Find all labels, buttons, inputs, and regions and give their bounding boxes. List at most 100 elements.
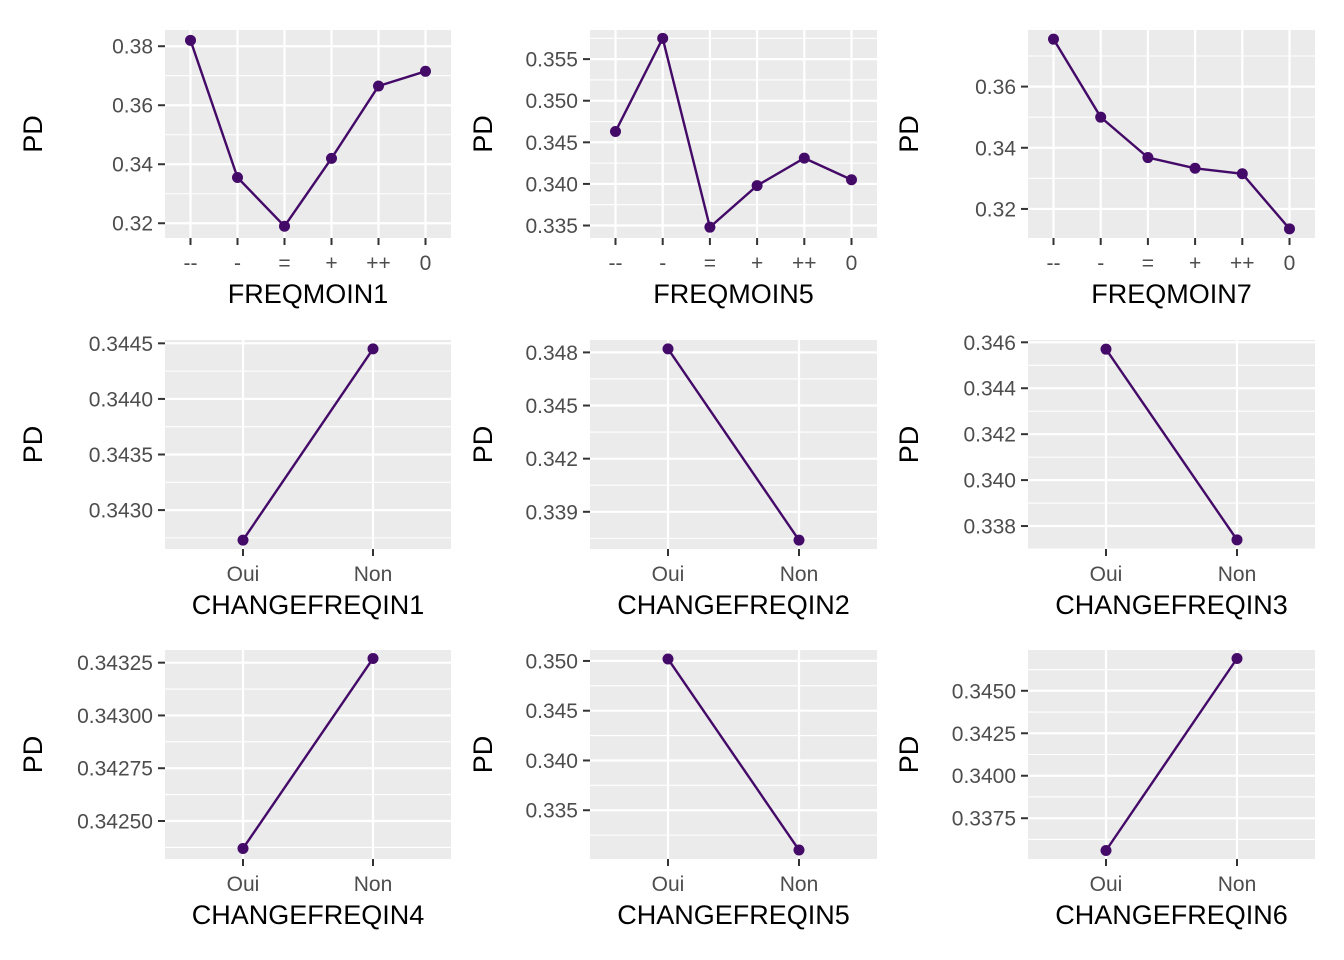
y-tick-label: 0.3430 (89, 500, 153, 523)
data-point (662, 343, 674, 355)
data-point (846, 174, 857, 186)
x-tick-label: Non (780, 873, 819, 896)
y-tick-label: 0.350 (525, 650, 578, 673)
y-tick-label: 0.3450 (952, 680, 1016, 703)
y-axis-title: PD (894, 426, 924, 464)
y-tick-label: 0.38 (112, 36, 153, 59)
x-tick-label: Oui (652, 873, 685, 896)
y-tick-label: 0.344 (963, 378, 1016, 401)
y-tick-label: 0.34325 (77, 652, 153, 675)
y-axis-title: PD (18, 115, 48, 153)
data-point (1142, 152, 1154, 164)
data-point (237, 842, 249, 854)
y-tick-label: 0.346 (963, 332, 1016, 355)
x-tick-label: + (1189, 252, 1201, 275)
x-axis-title: FREQMOIN1 (228, 279, 389, 309)
x-tick-label: Non (1218, 873, 1257, 896)
x-axis-title: FREQMOIN7 (1091, 279, 1252, 309)
panel-7: 0.34250 0.34275 0.34300 0.34325 Oui Non CHANGE… (18, 650, 451, 930)
y-tick-label: 0.342 (963, 424, 1016, 447)
data-point (1095, 111, 1107, 123)
series-line (1105, 657, 1238, 852)
y-axis-title: PD (894, 736, 924, 774)
data-point (232, 172, 243, 184)
data-point (367, 343, 379, 355)
x-axis-title: CHANGEFREQIN6 (1055, 900, 1288, 930)
data-point (704, 221, 716, 233)
data-point (1231, 534, 1243, 546)
x-tick-label: Oui (1090, 563, 1123, 586)
x-tick-label: + (325, 252, 337, 275)
x-axis-title: CHANGEFREQIN4 (192, 900, 425, 930)
data-point (279, 220, 290, 232)
y-tick-label: 0.3440 (89, 388, 153, 411)
x-axis-title: CHANGEFREQIN1 (192, 590, 425, 620)
x-tick-label: 0 (1284, 252, 1296, 275)
series-line (667, 658, 800, 851)
data-point (793, 534, 805, 546)
x-tick-label: ++ (792, 252, 817, 275)
y-tick-label: 0.345 (525, 700, 578, 723)
y-tick-label: 0.36 (975, 76, 1016, 99)
y-tick-label: 0.348 (525, 342, 578, 365)
x-tick-label: + (751, 252, 763, 275)
series-line (189, 39, 426, 229)
y-tick-label: 0.335 (525, 215, 578, 238)
y-axis-title: PD (18, 426, 48, 464)
x-tick-label: ++ (366, 252, 391, 275)
x-axis-title: CHANGEFREQIN3 (1055, 590, 1288, 620)
x-tick-label: Non (1218, 563, 1257, 586)
series-line (242, 348, 374, 541)
data-point (185, 34, 196, 46)
data-point (798, 152, 810, 164)
x-tick-label: -- (184, 252, 198, 275)
data-point (662, 653, 674, 665)
y-axis-title: PD (468, 426, 498, 464)
y-tick-label: 0.338 (963, 516, 1016, 539)
y-tick-label: 0.340 (525, 173, 578, 196)
x-tick-label: = (278, 252, 290, 275)
y-tick-label: 0.342 (525, 448, 578, 471)
data-point (1100, 845, 1112, 857)
panel-background (590, 30, 877, 238)
panel-5: 0.339 0.342 0.345 0.348 Oui Non CHANGEFREQIN2 P… (468, 340, 877, 620)
data-point (237, 534, 249, 546)
y-tick-label: 0.3435 (89, 444, 153, 467)
y-axis-title: PD (468, 736, 498, 774)
series-line (1052, 38, 1291, 230)
x-tick-label: Non (354, 873, 393, 896)
y-tick-label: 0.3375 (952, 808, 1016, 831)
y-axis-title: PD (894, 115, 924, 153)
panel-background (165, 30, 451, 238)
x-tick-label: -- (1047, 252, 1061, 275)
y-tick-label: 0.339 (525, 501, 578, 524)
data-point (367, 652, 379, 664)
x-tick-label: 0 (846, 252, 858, 275)
y-tick-label: 0.335 (525, 800, 578, 823)
y-tick-label: 0.3400 (952, 765, 1016, 788)
x-tick-label: = (704, 252, 716, 275)
data-point (1236, 168, 1248, 180)
data-point (420, 65, 431, 77)
y-tick-label: 0.32 (112, 213, 153, 236)
y-tick-label: 0.345 (525, 395, 578, 418)
x-tick-label: Non (354, 563, 393, 586)
data-point (1284, 223, 1295, 235)
x-tick-label: - (1097, 252, 1104, 275)
y-tick-label: 0.34 (112, 154, 153, 177)
y-tick-label: 0.350 (525, 90, 578, 113)
data-point (793, 844, 805, 856)
panel-8: 0.335 0.340 0.345 0.350 Oui Non CHANGEFREQIN5 P… (468, 650, 877, 930)
y-tick-label: 0.34250 (77, 811, 153, 834)
data-point (373, 80, 384, 92)
x-tick-label: Oui (227, 563, 260, 586)
data-point (751, 180, 763, 192)
data-point (1231, 652, 1243, 664)
y-tick-label: 0.36 (112, 95, 153, 118)
x-axis-title: CHANGEFREQIN2 (617, 590, 850, 620)
x-axis-title: FREQMOIN5 (653, 279, 814, 309)
x-axis-title: CHANGEFREQIN5 (617, 900, 850, 930)
data-point (1189, 162, 1201, 174)
